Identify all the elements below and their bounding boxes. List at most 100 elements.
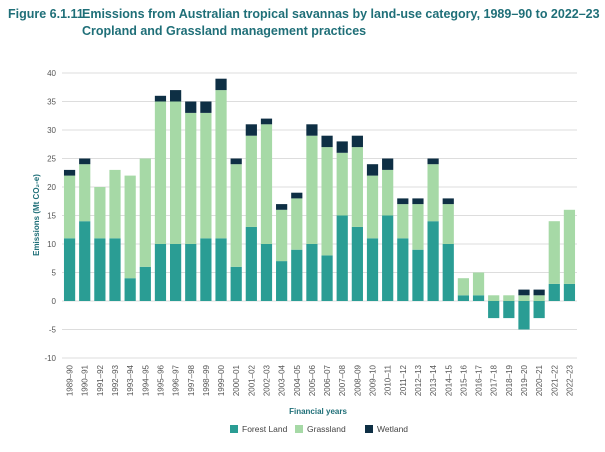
bar-forest-land: [503, 301, 515, 319]
figure-title-text: Emissions from Australian tropical savan…: [82, 7, 600, 21]
x-tick-label: 1991–92: [96, 364, 105, 396]
bar-wetland: [215, 78, 227, 91]
bar-wetland: [291, 192, 303, 199]
bar-forest-land: [336, 215, 348, 301]
x-tick-label: 2004–05: [293, 364, 302, 396]
bar-wetland: [63, 169, 76, 176]
x-tick-label: 1996–97: [172, 364, 181, 396]
x-tick-label: 1999–00: [217, 364, 226, 396]
x-tick-label: 2009–10: [369, 364, 378, 396]
figure-title: Figure 6.1.11Emissions from Australian t…: [8, 6, 600, 40]
x-tick-label: 1998–99: [202, 364, 211, 396]
figure-number: Figure 6.1.11: [8, 7, 84, 21]
x-tick-label: 2017–18: [490, 364, 499, 396]
bar-wetland: [427, 158, 439, 165]
x-tick-label: 1993–94: [126, 364, 135, 396]
x-tick-label: 2010–11: [384, 364, 393, 395]
x-tick-label: 2005–06: [308, 364, 317, 396]
bar-grassland: [139, 158, 151, 267]
y-tick-label: 10: [47, 240, 56, 249]
x-axis-ticks: 1989–90 1990–91 1991–92 1992–93 1993–94 1994–…: [66, 364, 575, 396]
x-tick-label: 2007–08: [338, 364, 347, 396]
y-tick-label: 30: [47, 126, 56, 135]
bar-grassland: [79, 164, 91, 222]
x-tick-label: 1997–98: [187, 364, 196, 396]
bar-forest-land: [472, 295, 485, 301]
legend-label: Grassland: [307, 424, 346, 434]
bar-forest-land: [230, 266, 242, 301]
bar-grassland: [412, 204, 424, 250]
bar-grassland: [488, 295, 500, 301]
bar-forest-land: [397, 238, 409, 301]
bar-grassland: [245, 135, 257, 227]
bar-forest-land: [457, 295, 470, 301]
bar-grassland: [276, 209, 288, 262]
bar-wetland: [412, 198, 424, 205]
bar-forest-land: [79, 221, 91, 301]
bar-forest-land: [321, 255, 333, 301]
x-tick-label: 2014–15: [444, 364, 453, 396]
bar-forest-land: [139, 266, 151, 301]
legend-swatch: [295, 425, 303, 433]
bar-wetland: [260, 118, 273, 125]
bar-grassland: [63, 175, 76, 239]
bar-grassland: [200, 112, 212, 239]
bar-forest-land: [366, 238, 379, 301]
bar-wetland: [533, 289, 545, 296]
bar-forest-land: [200, 238, 212, 301]
bar-forest-land: [154, 244, 167, 301]
bar-forest-land: [169, 244, 182, 301]
bar-grassland: [169, 101, 182, 244]
y-tick-label: 40: [47, 69, 56, 78]
bar-grassland: [427, 164, 439, 222]
x-tick-label: 2019–20: [520, 364, 529, 396]
bar-grassland: [260, 124, 273, 244]
y-axis-title: Emissions (Mt CO₂-e): [32, 174, 41, 256]
bar-grassland: [457, 278, 470, 296]
bar-wetland: [321, 135, 333, 148]
bar-wetland: [245, 124, 257, 136]
y-tick-label: -10: [44, 354, 56, 363]
bar-wetland: [185, 101, 197, 113]
y-tick-label: 35: [47, 98, 56, 107]
bar-forest-land: [351, 226, 363, 301]
bar-wetland: [276, 204, 288, 210]
bar-grassland: [563, 209, 576, 284]
legend-swatch: [365, 425, 373, 433]
x-tick-label: 1994–95: [141, 364, 150, 396]
x-tick-label: 2002–03: [262, 364, 271, 396]
bars: [63, 78, 576, 330]
bar-forest-land: [306, 244, 318, 301]
bar-forest-land: [412, 249, 424, 301]
legend-label: Wetland: [377, 424, 408, 434]
bar-forest-land: [276, 261, 288, 301]
bar-grassland: [94, 187, 106, 239]
bar-grassland: [382, 169, 394, 216]
legend-label: Forest Land: [242, 424, 288, 434]
bar-grassland: [215, 90, 227, 239]
x-tick-label: 2018–19: [505, 364, 514, 396]
x-tick-label: 1995–96: [156, 364, 165, 396]
bar-grassland: [306, 135, 318, 244]
bar-forest-land: [109, 238, 121, 301]
x-tick-label: 2022–23: [565, 364, 574, 396]
bar-wetland: [366, 164, 379, 176]
bar-grassland: [442, 204, 454, 244]
bar-grassland: [533, 295, 545, 301]
bar-wetland: [200, 101, 212, 113]
bar-grassland: [109, 169, 121, 239]
bar-grassland: [548, 221, 560, 284]
bar-forest-land: [94, 238, 106, 301]
figure-subtitle: Cropland and Grassland management practi…: [82, 24, 367, 38]
bar-wetland: [442, 198, 454, 205]
x-tick-label: 1989–90: [66, 364, 75, 396]
bar-forest-land: [382, 215, 394, 301]
x-tick-label: 2021–22: [550, 364, 559, 396]
bar-forest-land: [185, 244, 197, 301]
bar-forest-land: [533, 301, 545, 319]
bar-grassland: [518, 295, 530, 301]
bar-grassland: [472, 272, 485, 296]
y-tick-label: 20: [47, 183, 56, 192]
x-tick-label: 2000–01: [232, 364, 241, 396]
